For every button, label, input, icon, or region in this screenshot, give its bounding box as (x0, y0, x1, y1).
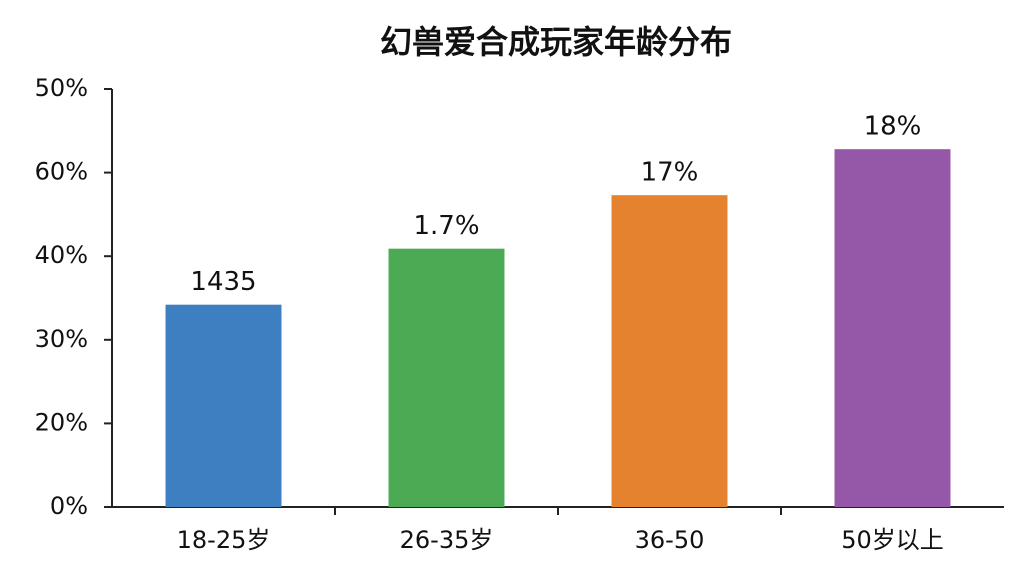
x-tick-label: 18-25岁 (177, 526, 271, 554)
y-tick-label: 0% (50, 492, 88, 520)
bar (834, 149, 951, 507)
x-tick-label: 50岁以上 (841, 526, 944, 554)
y-tick-label: 30% (35, 325, 88, 353)
y-tick-label: 40% (35, 241, 88, 269)
x-tick-label: 26-35岁 (400, 526, 494, 554)
data-label: 1.7% (413, 211, 479, 241)
data-label: 18% (864, 112, 922, 142)
bar (388, 248, 505, 507)
data-label: 17% (641, 158, 699, 188)
data-label: 1435 (190, 267, 256, 297)
bar (611, 195, 728, 507)
bar (165, 304, 282, 507)
x-tick-label: 36-50 (635, 526, 705, 554)
chart-title: 幻兽爱合成玩家年龄分布 (380, 23, 732, 61)
y-tick-label: 50% (35, 74, 88, 102)
y-tick-label: 20% (35, 408, 88, 436)
y-tick-label: 60% (35, 158, 88, 186)
